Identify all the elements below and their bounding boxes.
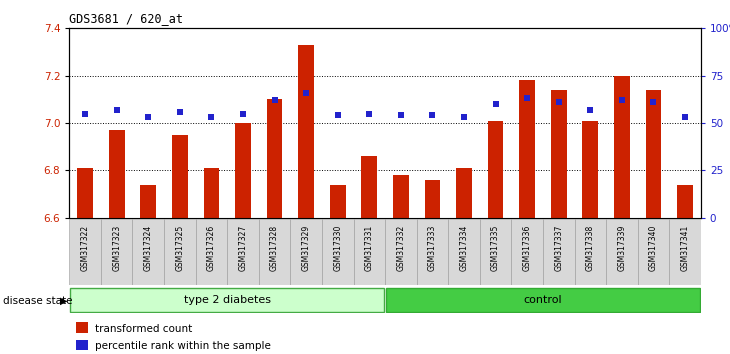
Bar (511, 219, 543, 285)
Text: type 2 diabetes: type 2 diabetes (184, 295, 271, 305)
Bar (353, 219, 385, 285)
Bar (575, 219, 606, 285)
Point (648, 99, 659, 105)
Bar (488, 121, 504, 218)
Text: GSM317324: GSM317324 (144, 225, 153, 271)
Point (142, 114, 154, 120)
Text: control: control (523, 295, 562, 305)
Text: GSM317340: GSM317340 (649, 225, 658, 271)
Bar (385, 219, 417, 285)
Point (269, 97, 280, 103)
Bar (669, 219, 701, 285)
Point (80, 111, 91, 116)
Bar (322, 219, 353, 285)
Text: percentile rank within the sample: percentile rank within the sample (95, 341, 271, 351)
Text: disease state: disease state (3, 296, 72, 306)
Bar (266, 99, 283, 218)
Bar (101, 219, 132, 285)
Bar (76, 322, 88, 333)
Text: GSM317329: GSM317329 (301, 225, 311, 271)
Text: GSM317323: GSM317323 (112, 225, 121, 271)
Bar (204, 168, 219, 218)
Text: transformed count: transformed count (95, 324, 192, 333)
Bar (551, 90, 566, 218)
Bar (606, 219, 638, 285)
Bar (361, 156, 377, 218)
Point (174, 109, 185, 114)
Bar (70, 288, 385, 312)
Bar (417, 219, 448, 285)
Point (458, 114, 470, 120)
Point (332, 113, 344, 118)
Bar (677, 184, 693, 218)
Text: GSM317331: GSM317331 (365, 225, 374, 271)
Bar (614, 76, 630, 218)
Bar (196, 219, 227, 285)
Bar (172, 135, 188, 218)
Text: GSM317333: GSM317333 (428, 225, 437, 271)
Text: GDS3681 / 620_at: GDS3681 / 620_at (69, 12, 183, 25)
Point (364, 111, 375, 116)
Bar (76, 340, 88, 350)
Text: GSM317327: GSM317327 (239, 225, 247, 271)
Text: GSM317322: GSM317322 (80, 225, 90, 271)
Bar (448, 219, 480, 285)
Bar (235, 123, 251, 218)
Text: GSM317328: GSM317328 (270, 225, 279, 271)
Bar (227, 219, 258, 285)
Bar (69, 219, 101, 285)
Bar (140, 184, 156, 218)
Bar (543, 219, 575, 285)
Bar (480, 219, 511, 285)
Bar (291, 219, 322, 285)
Text: GSM317332: GSM317332 (396, 225, 405, 271)
Point (490, 101, 502, 107)
Text: ▶: ▶ (60, 296, 67, 306)
Bar (258, 219, 291, 285)
Text: GSM317336: GSM317336 (523, 225, 531, 271)
Text: GSM317341: GSM317341 (680, 225, 690, 271)
Text: GSM317338: GSM317338 (585, 225, 595, 271)
Point (616, 97, 628, 103)
Point (679, 114, 691, 120)
Point (553, 99, 564, 105)
Text: GSM317326: GSM317326 (207, 225, 216, 271)
Bar (393, 175, 409, 218)
Bar (109, 130, 125, 218)
Point (237, 111, 249, 116)
Bar (299, 45, 314, 218)
Bar (519, 80, 535, 218)
Point (426, 113, 438, 118)
Text: GSM317330: GSM317330 (333, 225, 342, 271)
Text: GSM317334: GSM317334 (459, 225, 469, 271)
Text: GSM317325: GSM317325 (175, 225, 185, 271)
Bar (164, 219, 196, 285)
Bar (77, 168, 93, 218)
Bar (425, 180, 440, 218)
Bar (638, 219, 669, 285)
Point (300, 90, 312, 96)
Text: GSM317339: GSM317339 (618, 225, 626, 271)
Point (395, 113, 407, 118)
Bar (456, 168, 472, 218)
Text: GSM317337: GSM317337 (554, 225, 564, 271)
Text: GSM317335: GSM317335 (491, 225, 500, 271)
Point (585, 107, 596, 113)
Point (521, 96, 533, 101)
Bar (583, 121, 598, 218)
Point (206, 114, 218, 120)
Point (111, 107, 123, 113)
Bar (133, 219, 164, 285)
Bar (330, 184, 345, 218)
Bar (385, 288, 700, 312)
Bar (645, 90, 661, 218)
